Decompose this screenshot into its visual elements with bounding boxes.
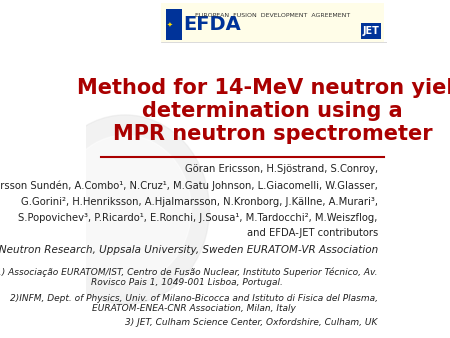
Text: 1) Associação EURATOM/IST, Centro de Fusão Nuclear, Instituto Superior Técnico, : 1) Associação EURATOM/IST, Centro de Fus…	[0, 267, 378, 287]
Text: Dept. of Neutron Research, Uppsala University, Sweden EURATOM-VR Association: Dept. of Neutron Research, Uppsala Unive…	[0, 245, 378, 255]
Circle shape	[41, 115, 209, 304]
Text: ✦: ✦	[166, 21, 172, 27]
Text: G.Gorini², H.Henriksson, A.Hjalmarsson, N.Kronborg, J.Källne, A.Murari³,: G.Gorini², H.Henriksson, A.Hjalmarsson, …	[21, 197, 378, 207]
Text: EFDA: EFDA	[184, 15, 242, 34]
Text: S.Popovichev³, P.Ricardo¹, E.Ronchi, J.Sousa¹, M.Tardocchi², M.Weiszflog,: S.Popovichev³, P.Ricardo¹, E.Ronchi, J.S…	[18, 213, 378, 223]
FancyBboxPatch shape	[166, 9, 182, 40]
Text: 2)INFM, Dept. of Physics, Univ. of Milano-Bicocca and Istituto di Fisica del Pla: 2)INFM, Dept. of Physics, Univ. of Milan…	[10, 294, 378, 313]
Text: and EFDA-JET contributors: and EFDA-JET contributors	[247, 228, 378, 238]
Text: E.Andersson Sundén, A.Combo¹, N.Cruz¹, M.Gatu Johnson, L.Giacomelli, W.Glasser,: E.Andersson Sundén, A.Combo¹, N.Cruz¹, M…	[0, 181, 378, 191]
Text: Göran Ericsson, H.Sjöstrand, S.Conroy,: Göran Ericsson, H.Sjöstrand, S.Conroy,	[184, 164, 378, 174]
Text: 3) JET, Culham Science Center, Oxfordshire, Culham, UK: 3) JET, Culham Science Center, Oxfordshi…	[126, 318, 378, 328]
Text: Method for 14-MeV neutron yield
determination using a
MPR neutron spectrometer: Method for 14-MeV neutron yield determin…	[77, 78, 450, 144]
FancyBboxPatch shape	[361, 23, 381, 39]
Circle shape	[59, 135, 191, 284]
Text: JET: JET	[363, 26, 380, 36]
Text: EUROPEAN  FUSION  DEVELOPMENT  AGREEMENT: EUROPEAN FUSION DEVELOPMENT AGREEMENT	[195, 13, 350, 18]
FancyBboxPatch shape	[161, 3, 384, 42]
